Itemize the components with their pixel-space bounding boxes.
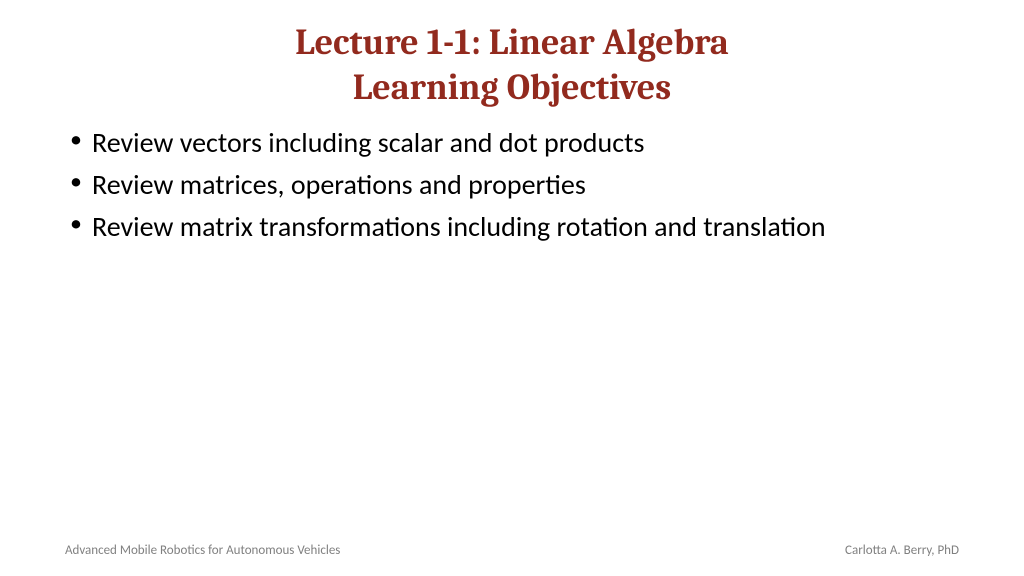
- list-item: Review matrix transformations including …: [70, 208, 984, 246]
- footer-left: Advanced Mobile Robotics for Autonomous …: [65, 543, 340, 558]
- list-item: Review matrices, operations and properti…: [70, 166, 984, 204]
- title-line-2: Learning Objectives: [60, 65, 964, 110]
- list-item: Review vectors including scalar and dot …: [70, 124, 984, 162]
- slide-footer: Advanced Mobile Robotics for Autonomous …: [0, 543, 1024, 558]
- bullet-list: Review vectors including scalar and dot …: [0, 110, 1024, 245]
- footer-right: Carlotta A. Berry, PhD: [845, 543, 959, 558]
- slide-title: Lecture 1-1: Linear Algebra Learning Obj…: [0, 0, 1024, 110]
- title-line-1: Lecture 1-1: Linear Algebra: [60, 20, 964, 65]
